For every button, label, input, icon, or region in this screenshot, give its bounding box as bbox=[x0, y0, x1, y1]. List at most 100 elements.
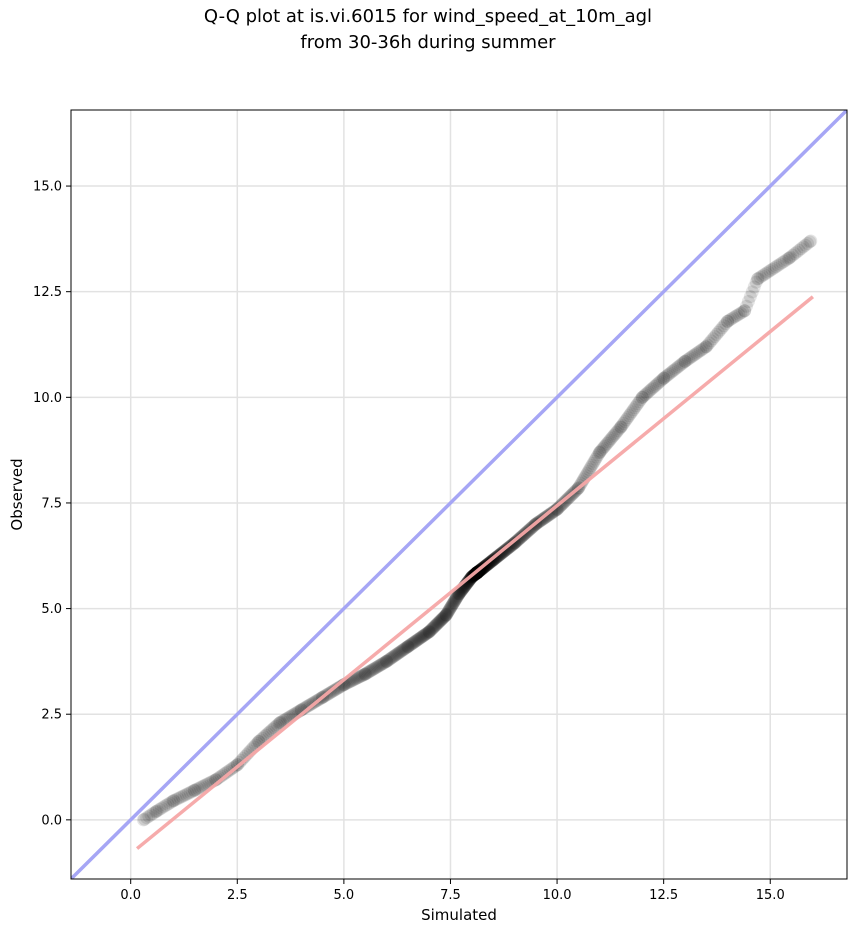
quantile-point bbox=[548, 504, 562, 518]
quantile-point bbox=[274, 715, 288, 729]
quantile-point bbox=[408, 634, 422, 648]
quantile-point bbox=[166, 794, 180, 808]
quantile-point bbox=[660, 369, 674, 383]
quantile-point bbox=[637, 389, 651, 403]
x-tick-label: 10.0 bbox=[543, 888, 572, 903]
quantile-point bbox=[389, 648, 403, 662]
quantile-point bbox=[641, 385, 655, 399]
quantile-point bbox=[370, 660, 384, 674]
quantile-point bbox=[405, 637, 419, 651]
quantile-point bbox=[643, 384, 657, 398]
quantile-point bbox=[745, 285, 759, 299]
quantile-point bbox=[721, 314, 735, 328]
quantile-point bbox=[431, 616, 445, 630]
quantile-point bbox=[690, 346, 704, 360]
quantile-point bbox=[680, 353, 694, 367]
quantile-point bbox=[730, 309, 744, 323]
quantile-point bbox=[663, 366, 677, 380]
quantile-point bbox=[409, 634, 423, 648]
quantile-point bbox=[181, 786, 195, 800]
quantile-point bbox=[692, 345, 706, 359]
quantile-point bbox=[236, 752, 250, 766]
quantile-point bbox=[395, 643, 409, 657]
quantile-point bbox=[794, 242, 808, 256]
quantile-point bbox=[591, 448, 605, 462]
quantile-point bbox=[622, 409, 636, 423]
quantile-point bbox=[259, 728, 273, 742]
quantile-point bbox=[365, 663, 379, 677]
quantile-point bbox=[761, 265, 775, 279]
quantile-point bbox=[624, 407, 638, 421]
quantile-point bbox=[388, 648, 402, 662]
quantile-point bbox=[651, 377, 665, 391]
quantile-point bbox=[585, 458, 599, 472]
quantile-point bbox=[699, 340, 713, 354]
quantile-point bbox=[439, 608, 453, 622]
x-tick-label: 12.5 bbox=[649, 888, 678, 903]
quantile-point bbox=[441, 606, 455, 620]
identity-line bbox=[71, 110, 847, 879]
quantile-point bbox=[433, 614, 447, 628]
quantile-point bbox=[683, 351, 697, 365]
quantile-point bbox=[418, 628, 432, 642]
quantile-point bbox=[410, 633, 424, 647]
quantile-point bbox=[383, 652, 397, 666]
quantile-point bbox=[328, 683, 342, 697]
quantile-point bbox=[407, 636, 421, 650]
quantile-point bbox=[589, 452, 603, 466]
quantile-point bbox=[717, 319, 731, 333]
quantile-point bbox=[422, 625, 436, 639]
quantile-point bbox=[605, 430, 619, 444]
y-tick-label: 5.0 bbox=[41, 602, 62, 617]
quantile-point bbox=[446, 596, 460, 610]
quantile-point bbox=[394, 644, 408, 658]
quantile-point bbox=[414, 631, 428, 645]
quantile-point bbox=[587, 454, 601, 468]
quantile-point bbox=[769, 260, 783, 274]
quantile-point bbox=[396, 643, 410, 657]
quantile-point bbox=[616, 417, 630, 431]
quantile-point bbox=[593, 445, 607, 459]
quantile-point bbox=[594, 444, 608, 458]
quantile-point bbox=[165, 795, 179, 809]
quantile-point bbox=[411, 633, 425, 647]
quantile-point bbox=[374, 658, 388, 672]
quantile-point bbox=[427, 620, 441, 634]
quantile-point bbox=[270, 718, 284, 732]
quantile-point bbox=[359, 667, 373, 681]
quantile-point bbox=[749, 275, 763, 289]
quantile-point bbox=[380, 654, 394, 668]
quantile-point bbox=[379, 655, 393, 669]
quantile-point bbox=[419, 627, 433, 641]
quantile-point bbox=[582, 463, 596, 477]
quantile-point bbox=[429, 618, 443, 632]
quantile-point bbox=[191, 782, 205, 796]
quantile-point bbox=[694, 344, 708, 358]
quantile-point bbox=[350, 671, 364, 685]
quantile-point bbox=[671, 360, 685, 374]
quantile-point bbox=[803, 235, 817, 249]
quantile-point bbox=[687, 348, 701, 362]
quantile-point bbox=[421, 626, 435, 640]
quantile-point bbox=[397, 642, 411, 656]
quantile-point bbox=[438, 609, 452, 623]
quantile-point bbox=[425, 622, 439, 636]
quantile-point bbox=[732, 307, 746, 321]
quantile-point bbox=[599, 438, 613, 452]
quantile-point bbox=[629, 399, 643, 413]
quantile-point bbox=[173, 790, 187, 804]
quantile-point bbox=[401, 640, 415, 654]
quantile-point bbox=[273, 716, 287, 730]
quantile-point bbox=[699, 340, 713, 354]
quantile-point bbox=[775, 256, 789, 270]
quantile-point bbox=[434, 613, 448, 627]
quantile-point bbox=[447, 595, 461, 609]
quantile-point bbox=[644, 382, 658, 396]
quantile-point bbox=[375, 657, 389, 671]
quantile-point bbox=[431, 616, 445, 630]
quantile-point bbox=[798, 238, 812, 252]
quantile-point bbox=[452, 587, 466, 601]
quantile-point bbox=[422, 625, 436, 639]
quantile-point bbox=[442, 603, 456, 617]
